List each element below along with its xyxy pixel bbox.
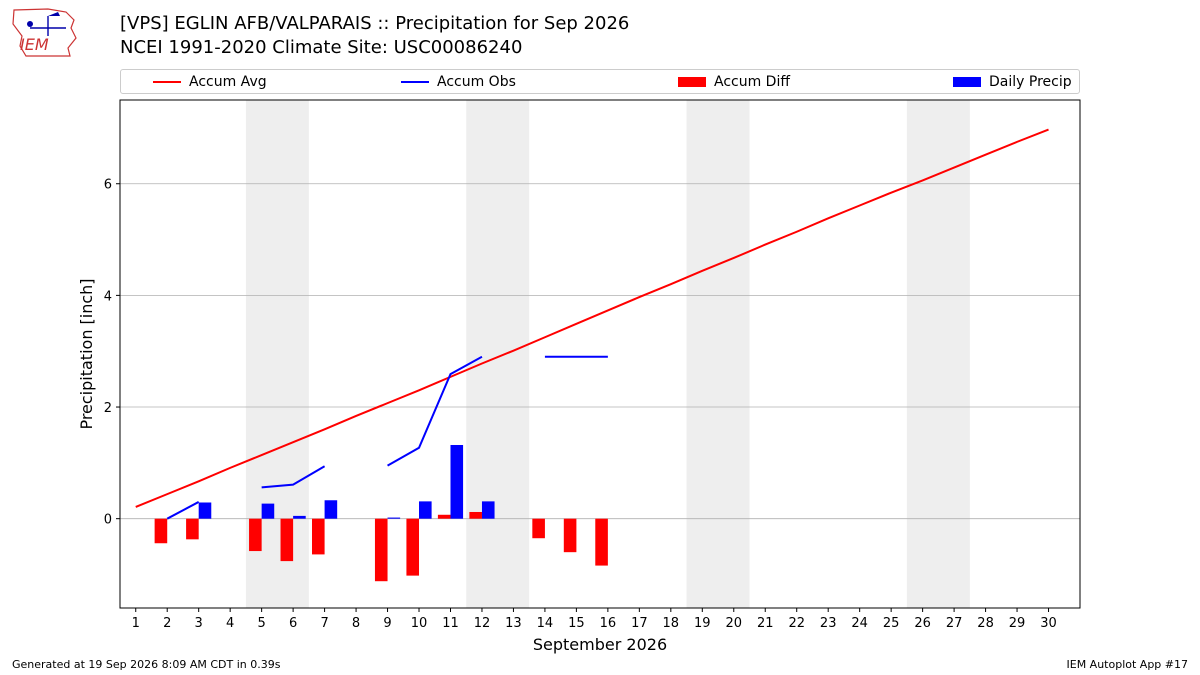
x-tick-label-7: 7 [320,616,328,631]
x-tick-label-26: 26 [914,616,931,631]
legend-accum-avg: Accum Avg [153,73,267,91]
accum-diff-bar-7 [312,518,325,555]
daily-precip-bar-5 [261,503,275,519]
x-axis-label: September 2026 [533,635,667,654]
accum-diff-bar-2 [154,518,168,544]
x-tick-label-11: 11 [442,616,459,631]
x-tick-label-6: 6 [289,616,297,631]
bars [154,444,608,582]
x-tick-label-18: 18 [663,616,680,631]
plot-frame [119,99,1081,609]
x-tick-label-1: 1 [132,616,140,631]
chart-title: [VPS] EGLIN AFB/VALPARAIS :: Precipitati… [120,13,630,34]
daily-precip-bar-3 [198,502,212,519]
legend-daily-precip-swatch [953,77,981,87]
daily-precip-bar-7 [324,500,338,519]
weekend-shade-3 [906,100,970,608]
legend-accum-obs: Accum Obs [401,73,516,91]
x-tick-label-29: 29 [1009,616,1026,631]
logo-text: IEM [20,35,49,54]
legend-accum-diff-swatch [678,77,706,87]
daily-precip-bar-6 [293,515,306,519]
y-tick-label-0: 0 [104,513,112,528]
x-tick-label-28: 28 [977,616,994,631]
x-tick-label-23: 23 [820,616,837,631]
y-tick-label-6: 6 [104,178,112,193]
accum-diff-bar-5 [249,518,262,552]
y-tick-label-4: 4 [104,289,112,304]
x-tick-label-9: 9 [383,616,391,631]
x-tick-label-15: 15 [568,616,585,631]
accum-obs-line-1 [261,465,326,489]
x-tick-label-21: 21 [757,616,774,631]
x-tick-label-8: 8 [352,616,360,631]
legend-accum-diff: Accum Diff [678,73,790,91]
legend-accum-diff-label: Accum Diff [714,74,791,90]
footer-app: IEM Autoplot App #17 [1066,658,1189,671]
weekend-shade-2 [686,100,750,608]
x-tick-label-2: 2 [163,616,171,631]
accum-diff-bar-11 [437,514,451,519]
iem-logo: IEM [12,8,77,57]
x-tick-label-27: 27 [946,616,963,631]
x-tick-label-30: 30 [1040,616,1057,631]
x-tick-label-4: 4 [226,616,234,631]
accum-diff-bar-12 [469,511,482,519]
x-tick-label-19: 19 [694,616,711,631]
accum-diff-bar-14 [532,518,545,539]
legend-accum-avg-swatch [153,81,181,83]
x-tick-label-17: 17 [631,616,648,631]
x-tick-label-22: 22 [788,616,805,631]
accum-diff-bar-15 [563,518,577,553]
accum-avg-line-0 [135,128,1049,508]
legend-accum-avg-label: Accum Avg [189,74,267,90]
x-tick-label-16: 16 [600,616,617,631]
x-tick-label-20: 20 [725,616,742,631]
accum-diff-bar-16 [595,518,608,566]
y-tick-label-2: 2 [104,401,112,416]
daily-precip-bar-11 [450,444,464,519]
accum-diff-bar-10 [406,518,420,576]
accum-diff-bar-3 [186,518,199,540]
accum-obs-line-2 [387,355,483,467]
x-tick-label-5: 5 [257,616,265,631]
x-tick-label-14: 14 [537,616,554,631]
daily-precip-bar-9 [387,517,401,519]
y-axis-label: Precipitation [inch] [77,278,96,429]
legend-accum-obs-label: Accum Obs [437,74,516,90]
legend-accum-obs-swatch [401,81,429,83]
x-tick-label-25: 25 [883,616,900,631]
accum-diff-bar-6 [280,518,294,562]
accum-diff-bar-9 [374,518,388,582]
daily-precip-bar-12 [481,501,495,519]
weekend-shade-1 [466,100,530,608]
x-tick-label-3: 3 [195,616,203,631]
x-tick-label-24: 24 [851,616,868,631]
x-tick-label-13: 13 [505,616,522,631]
legend-daily-precip: Daily Precip [953,73,1072,91]
x-tick-label-12: 12 [474,616,491,631]
chart-subtitle: NCEI 1991-2020 Climate Site: USC00086240 [120,37,523,58]
x-tick-label-10: 10 [411,616,428,631]
weekend-shading [245,100,970,608]
lines [135,128,1049,520]
footer-generated: Generated at 19 Sep 2026 8:09 AM CDT in … [12,658,281,671]
daily-precip-bar-10 [419,501,432,519]
chart-legend: Accum Avg Accum Obs Accum Diff Daily Pre… [120,69,1080,94]
legend-daily-precip-label: Daily Precip [989,74,1072,90]
accum-obs-line-0 [166,501,200,520]
